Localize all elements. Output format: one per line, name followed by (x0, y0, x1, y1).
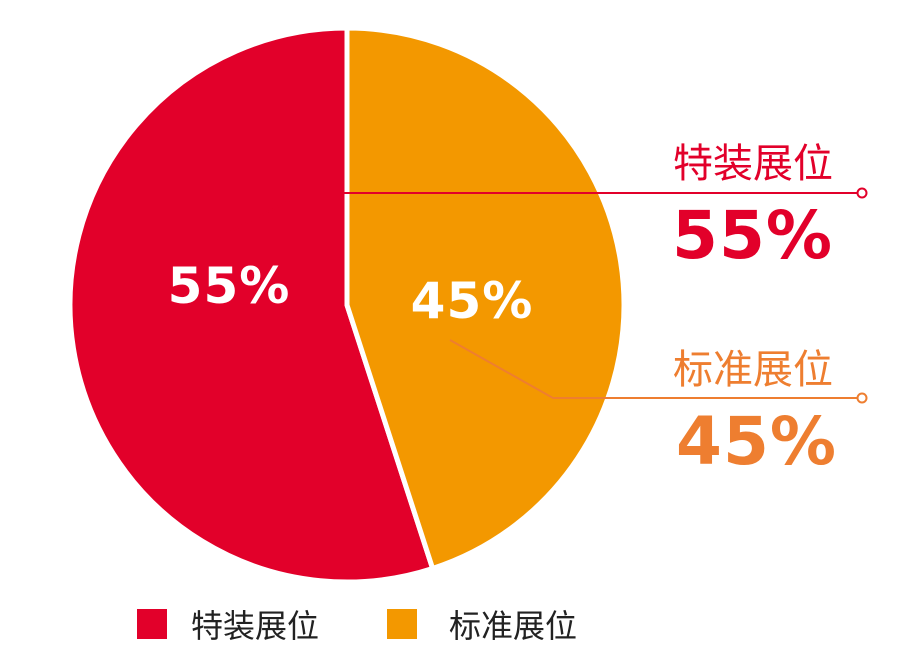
legend-label-standard-booth: 标准展位 (449, 607, 577, 645)
slice-label-standard-booth: 45% (411, 272, 534, 330)
callout-name-special-booth: 特装展位 (673, 141, 833, 187)
callout-value-special-booth: 55% (672, 197, 833, 274)
pie-slice-standard-booth (344, 25, 627, 572)
pie-slice-special-booth (67, 25, 436, 585)
leader-line-standard-booth (449, 339, 862, 399)
legend-label-special-booth: 特装展位 (191, 607, 319, 645)
leader-line-special-booth (213, 192, 862, 241)
legend-swatch-special-booth (137, 609, 167, 639)
leader-end-special-booth (856, 187, 868, 199)
legend-swatch-standard-booth (387, 609, 417, 639)
callout-name-standard-booth: 标准展位 (673, 347, 833, 393)
slice-label-special-booth: 55% (168, 257, 291, 315)
callout-value-standard-booth: 45% (676, 403, 837, 480)
leader-end-standard-booth (856, 392, 868, 404)
